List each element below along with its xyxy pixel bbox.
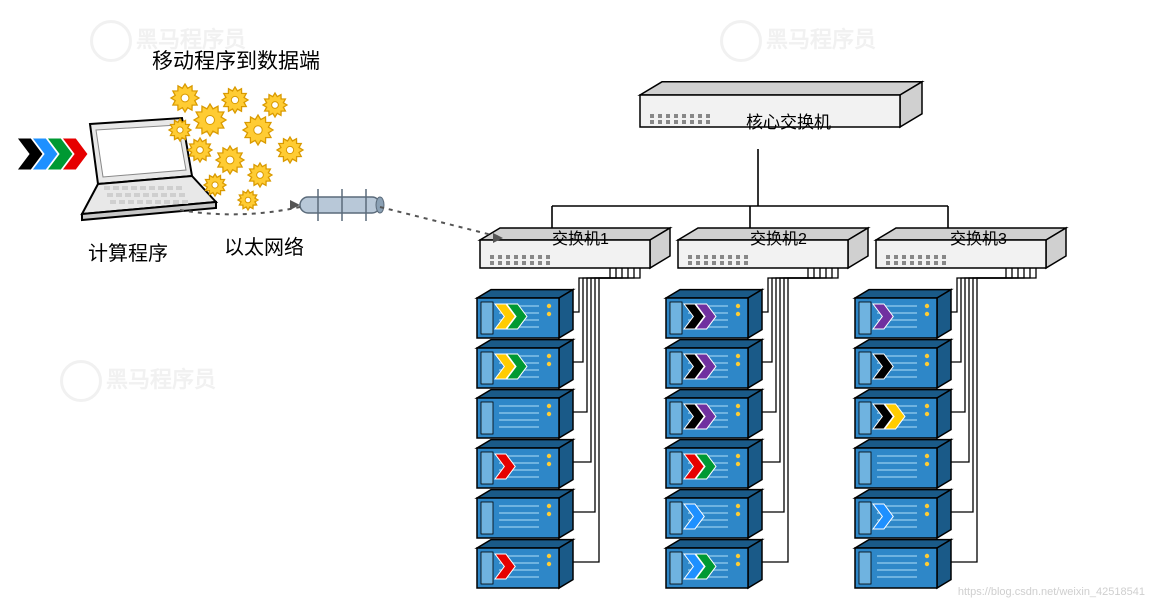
switch3-label: 交换机3 [950, 225, 1007, 249]
diagram-canvas [0, 0, 1151, 602]
switch1-label: 交换机1 [552, 225, 609, 249]
ethernet-label: 以太网络 [224, 231, 304, 260]
compute-program-label: 计算程序 [88, 237, 168, 266]
core-switch-label: 核心交换机 [746, 108, 831, 133]
switch2-label: 交换机2 [750, 225, 807, 249]
title-label: 移动程序到数据端 [152, 45, 320, 75]
credit-text: https://blog.csdn.net/weixin_42518541 [958, 586, 1145, 598]
